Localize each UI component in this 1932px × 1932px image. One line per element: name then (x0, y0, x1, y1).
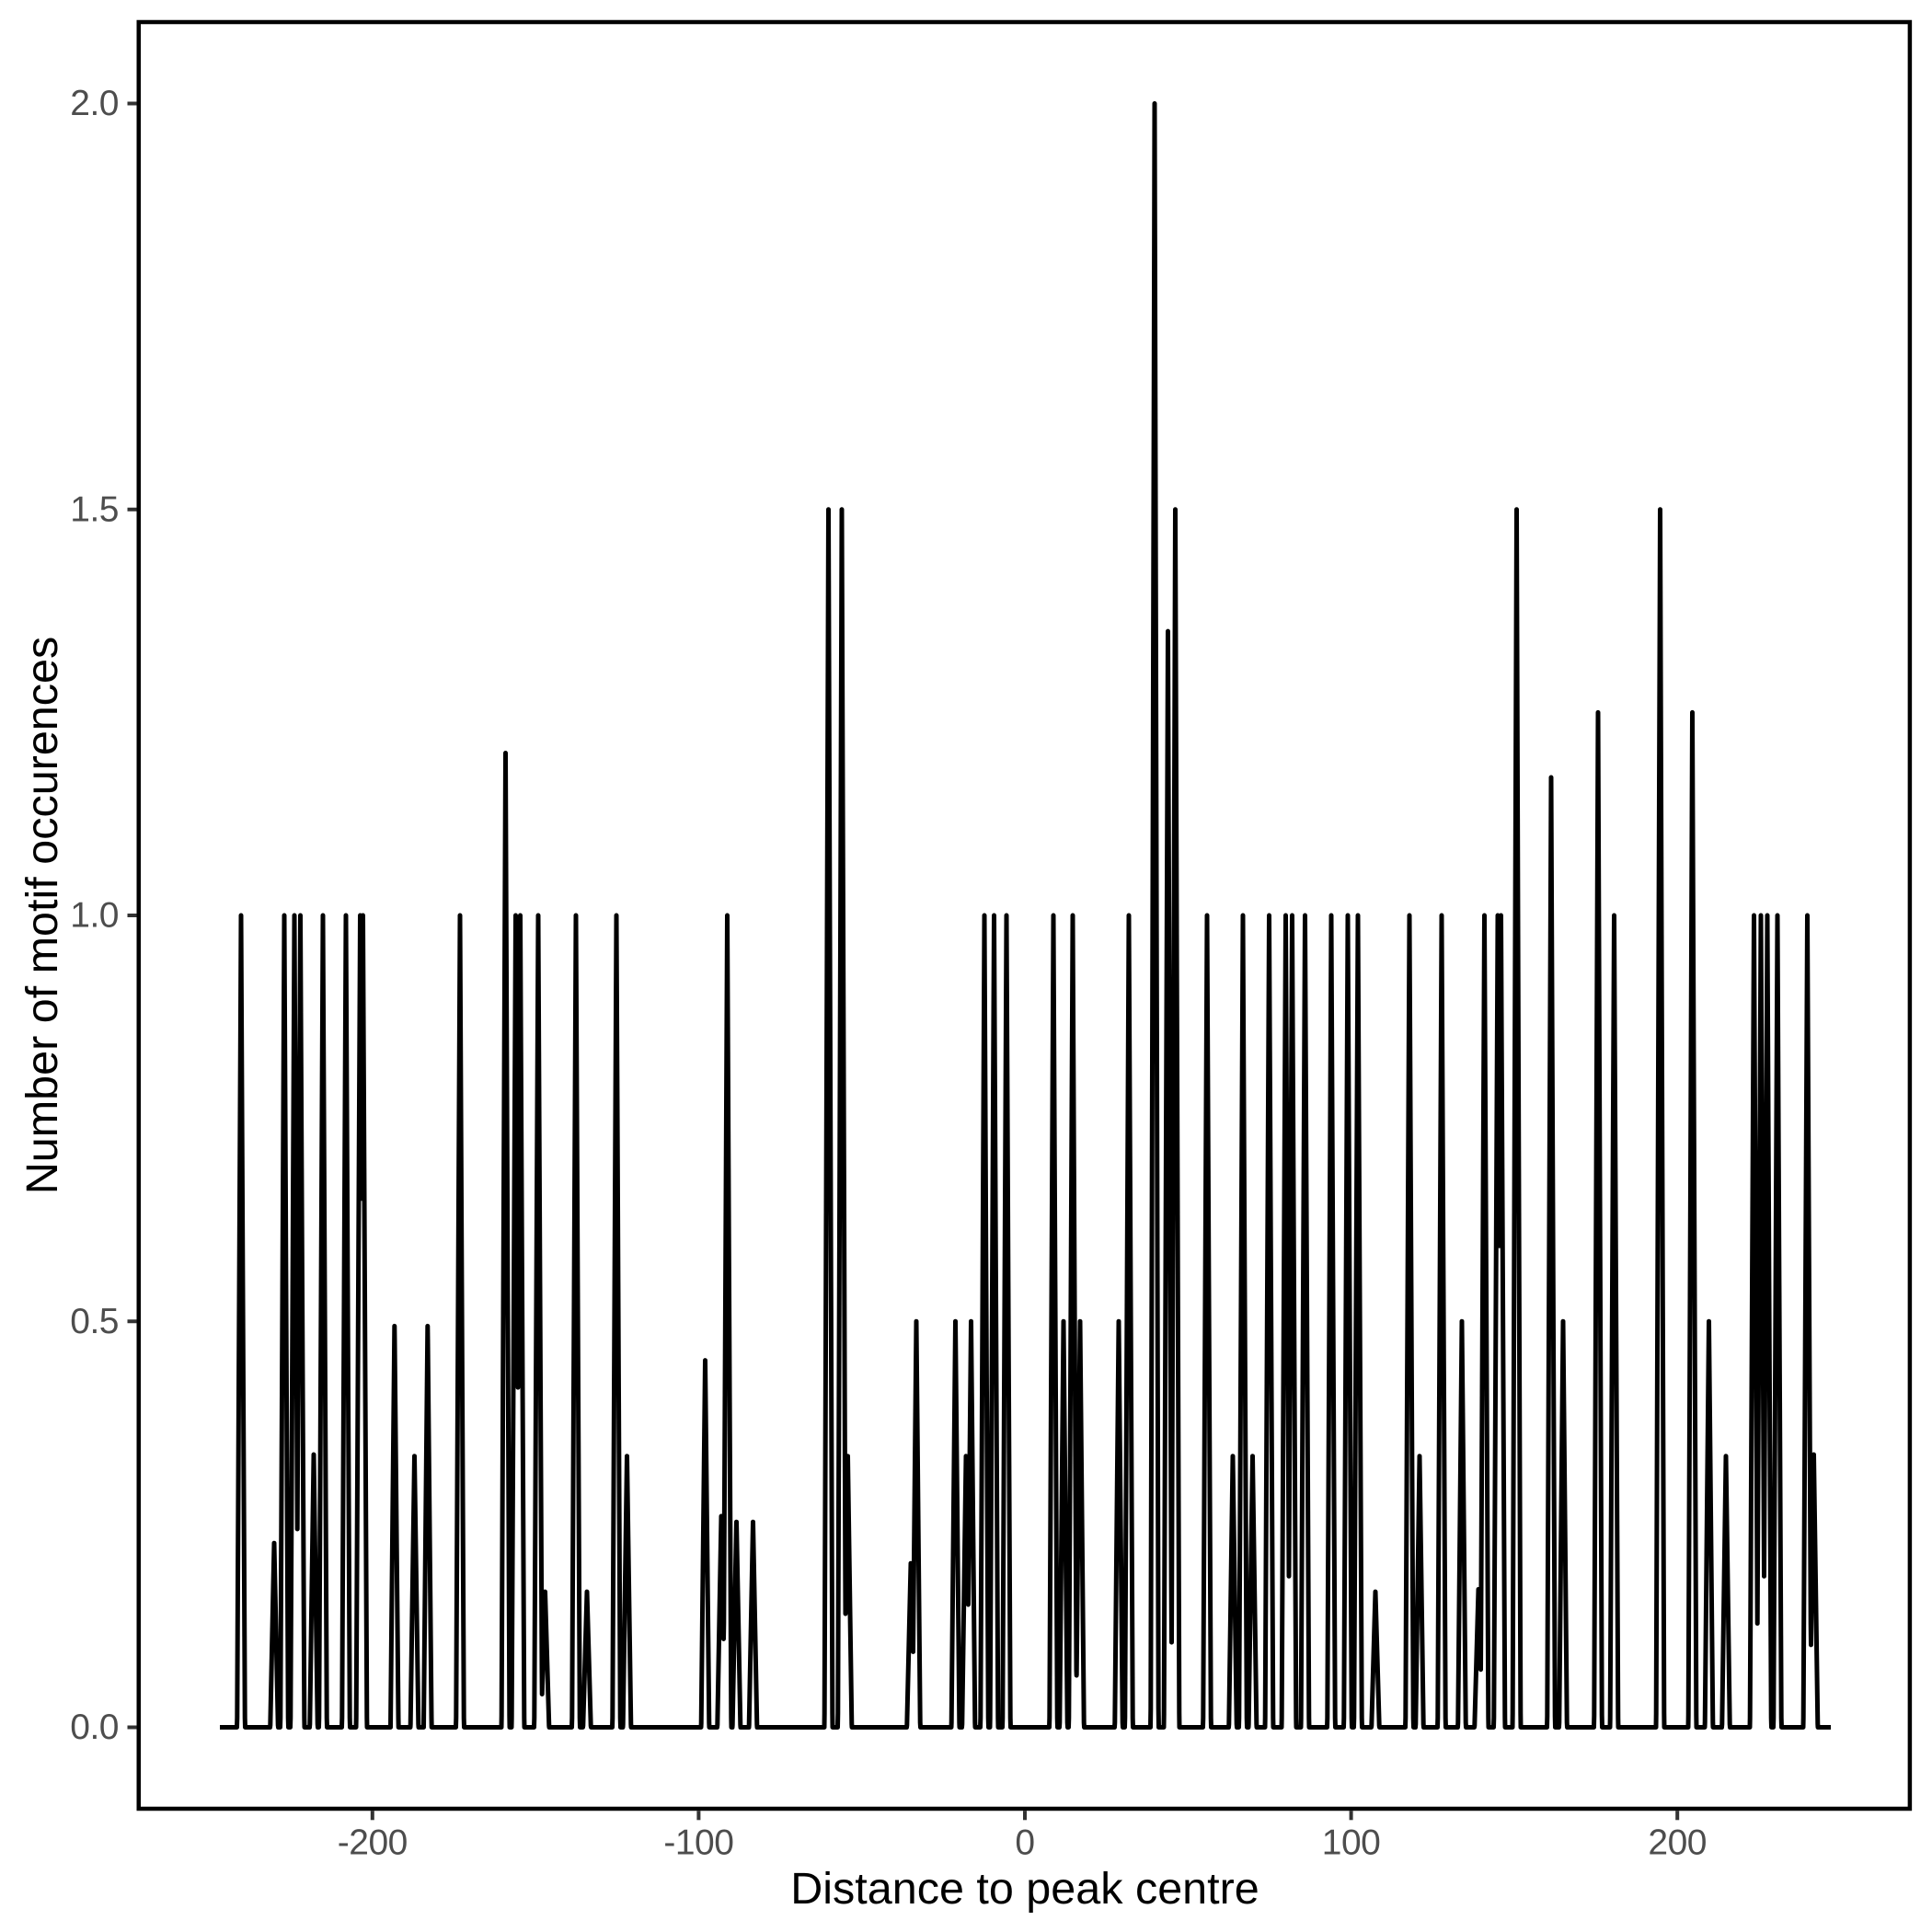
svg-text:2.0: 2.0 (70, 84, 119, 123)
svg-text:Number of motif occurences: Number of motif occurences (17, 637, 67, 1195)
svg-text:1.0: 1.0 (70, 896, 119, 936)
svg-text:0.0: 0.0 (70, 1708, 119, 1747)
svg-text:Distance to peak centre: Distance to peak centre (790, 1864, 1259, 1914)
svg-text:-100: -100 (663, 1823, 733, 1863)
svg-text:200: 200 (1648, 1823, 1707, 1863)
svg-text:100: 100 (1322, 1823, 1381, 1863)
svg-text:1.5: 1.5 (70, 490, 119, 530)
svg-text:0.5: 0.5 (70, 1302, 119, 1341)
svg-text:0: 0 (1015, 1823, 1034, 1863)
svg-text:-200: -200 (338, 1823, 408, 1863)
